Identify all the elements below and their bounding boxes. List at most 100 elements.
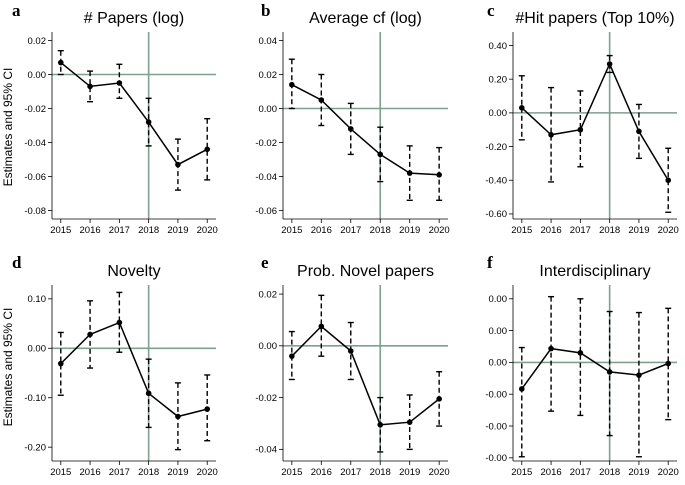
x-tick-label: 2015 <box>281 225 302 236</box>
x-tick-label: 2018 <box>599 225 620 236</box>
panel-f: f Interdisciplinary 0.00 0.00 0.00 -0.00 -0.00… <box>485 253 678 478</box>
x-tick-label: 2019 <box>167 467 188 478</box>
data-point-2015 <box>518 105 525 111</box>
y-tick-label: 0.00 <box>489 326 508 337</box>
x-tick-label: 2017 <box>570 225 591 236</box>
x-tick-label: 2019 <box>399 225 420 236</box>
y-tick-label: -0.06 <box>255 206 277 217</box>
y-tick-label: -0.04 <box>255 172 277 183</box>
y-tick-label: 0.00 <box>28 70 47 81</box>
data-point-2015 <box>289 81 295 88</box>
x-tick-label: 2020 <box>197 467 218 478</box>
y-tick-label: -0.20 <box>485 142 507 153</box>
x-tick-label: 2018 <box>138 467 159 478</box>
y-tick-label: -0.04 <box>255 445 277 456</box>
data-point-2019 <box>636 128 642 135</box>
y-tick-label: -0.20 <box>24 442 46 453</box>
data-point-2018 <box>606 61 613 67</box>
y-tick-label: 0.00 <box>259 341 278 352</box>
data-point-2020 <box>436 396 442 402</box>
panel-e: e Prob. Novel papers 0.02 0.00 -0.02 -0.04 201… <box>255 253 449 478</box>
y-tick-label: -0.04 <box>24 138 46 149</box>
y-tick-label: 0.00 <box>28 344 47 355</box>
y-tick-label: 0.00 <box>489 358 508 369</box>
data-point-2019 <box>406 419 413 425</box>
y-tick-label: -0.60 <box>485 209 507 220</box>
data-point-2015 <box>57 360 64 367</box>
y-tick-label: 0.02 <box>259 70 278 81</box>
y-tick-label: -0.02 <box>255 138 277 149</box>
y-axis-label-top: Estimates and 95% CI <box>1 68 15 187</box>
x-tick-label: 2017 <box>109 225 130 236</box>
x-tick-label: 2018 <box>370 225 391 236</box>
panel-letter-e: e <box>261 253 269 272</box>
data-point-2017 <box>116 319 123 326</box>
x-tick-label: 2019 <box>167 225 188 236</box>
series-line <box>521 347 669 390</box>
x-tick-label: 2015 <box>50 225 71 236</box>
x-tick-label: 2020 <box>197 225 218 236</box>
data-point-2017 <box>577 126 584 133</box>
data-point-2018 <box>377 421 384 428</box>
data-point-2016 <box>318 97 325 103</box>
x-tick-label: 2017 <box>340 467 361 478</box>
data-point-2020 <box>665 177 672 184</box>
y-tick-label: -0.08 <box>24 206 46 217</box>
x-tick-label: 2016 <box>541 225 562 236</box>
panel-title-f: Interdisciplinary <box>539 263 650 280</box>
data-point-2018 <box>145 390 152 397</box>
y-tick-label: 0.20 <box>489 74 508 85</box>
data-point-2020 <box>665 360 672 367</box>
data-point-2020 <box>436 172 442 178</box>
panel-title-d: Novelty <box>107 263 160 280</box>
panel-a: a # Papers (log) 0.02 0.00 -0.02 -0.04 -0.06 -0… <box>12 1 218 236</box>
y-tick-label: 0.10 <box>28 294 47 305</box>
x-tick-label: 2020 <box>429 225 450 236</box>
y-tick-label: 0.00 <box>489 294 508 305</box>
x-tick-label: 2020 <box>429 467 450 478</box>
data-point-2019 <box>175 161 181 168</box>
data-point-2016 <box>318 323 325 330</box>
x-tick-label: 2017 <box>340 225 361 236</box>
x-tick-label: 2015 <box>511 225 532 236</box>
series-line <box>291 84 440 176</box>
series-line <box>291 325 440 426</box>
data-point-2019 <box>175 413 181 420</box>
x-tick-label: 2019 <box>628 225 649 236</box>
y-tick-label: 0.02 <box>28 36 47 47</box>
data-point-2016 <box>87 83 93 90</box>
x-tick-label: 2016 <box>541 467 562 478</box>
data-point-2015 <box>289 353 295 359</box>
panel-letter-c: c <box>487 1 495 20</box>
y-axis-label-bottom: Estimates and 95% CI <box>1 308 15 427</box>
x-tick-label: 2016 <box>311 467 332 478</box>
data-point-2017 <box>347 126 354 132</box>
x-tick-label: 2015 <box>281 467 302 478</box>
y-tick-label: -0.00 <box>485 390 507 401</box>
data-point-2017 <box>577 350 584 356</box>
x-tick-label: 2020 <box>658 225 679 236</box>
data-point-2015 <box>57 59 64 66</box>
x-tick-label: 2015 <box>511 467 532 478</box>
data-point-2016 <box>548 131 554 138</box>
y-tick-label: -0.40 <box>485 176 507 187</box>
panel-title-c: #Hit papers (Top 10%) <box>515 10 674 27</box>
panel-c: c #Hit papers (Top 10%) 0.40 0.20 0.00 -0.20 -… <box>485 1 678 236</box>
panels: a # Papers (log) 0.02 0.00 -0.02 -0.04 -0.06 -0… <box>12 1 679 478</box>
panel-letter-f: f <box>487 253 493 272</box>
panel-title-a: # Papers (log) <box>84 10 185 27</box>
series-line <box>60 321 208 418</box>
y-tick-label: 0.00 <box>259 104 278 115</box>
data-point-2018 <box>377 151 384 158</box>
data-point-2016 <box>548 345 554 352</box>
series-line <box>60 62 208 166</box>
panel-title-e: Prob. Novel papers <box>297 263 434 280</box>
x-tick-label: 2020 <box>658 467 679 478</box>
y-tick-label: -0.06 <box>24 172 46 183</box>
data-point-2015 <box>518 386 525 392</box>
x-tick-label: 2019 <box>628 467 649 478</box>
panel-b: b Average cf (log) 0.04 0.02 0.00 -0.02 -0.04 -… <box>255 1 449 236</box>
data-point-2018 <box>145 119 152 125</box>
y-tick-label: 0.00 <box>489 108 508 119</box>
